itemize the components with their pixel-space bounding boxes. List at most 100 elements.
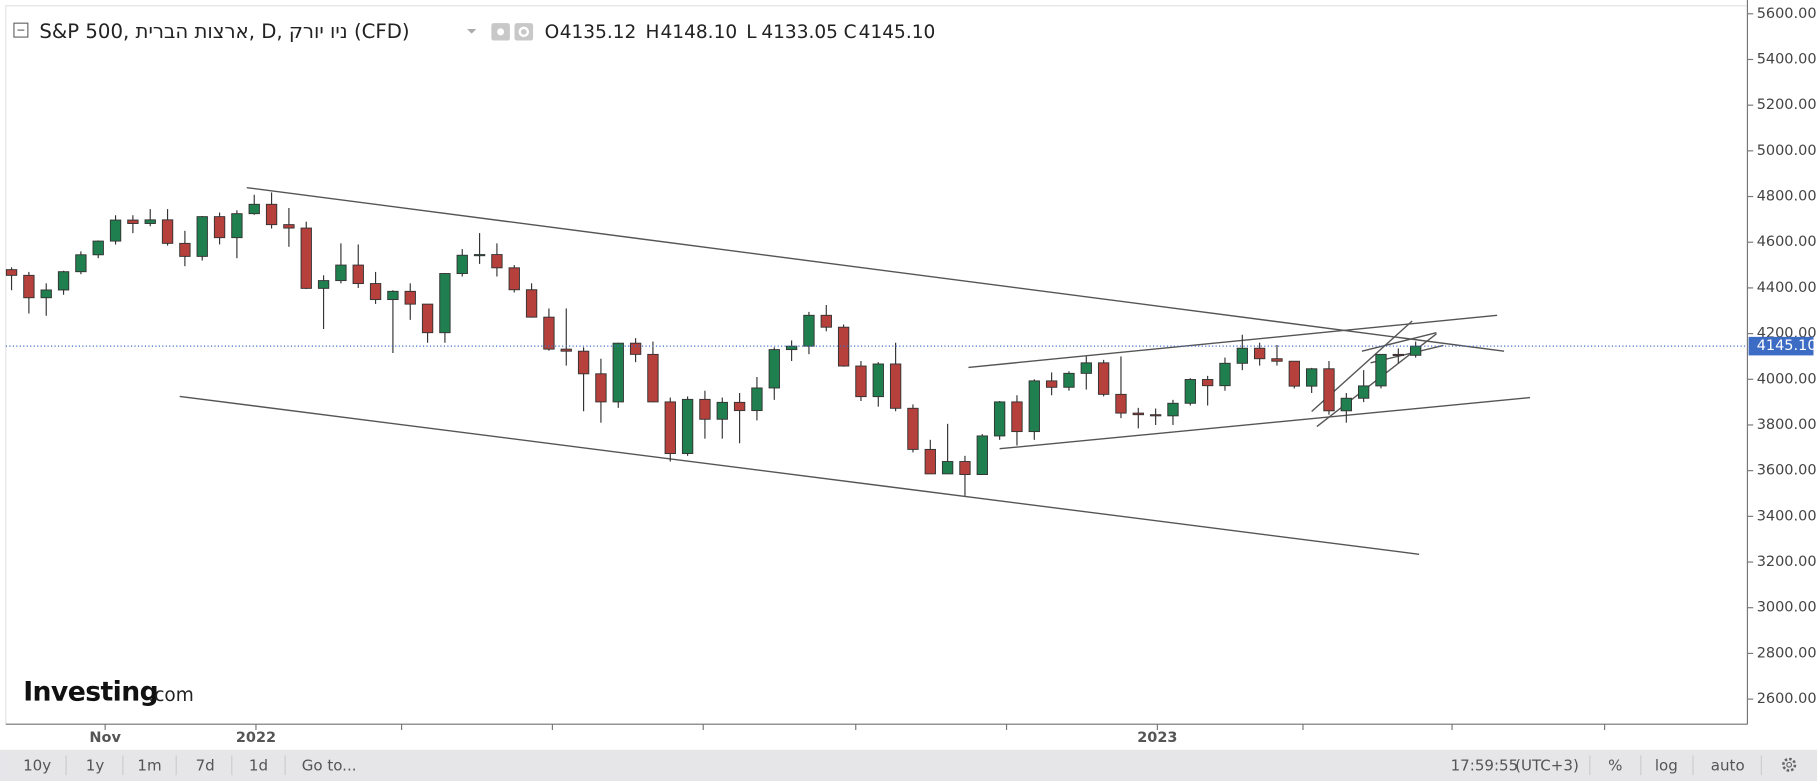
candle-body <box>1045 380 1058 388</box>
candle-body <box>681 398 694 454</box>
y-tick-label: 5400.00 <box>1757 51 1817 67</box>
candle-body <box>1063 372 1075 388</box>
y-tick-label: 3600.00 <box>1757 463 1817 479</box>
y-tick-label: 3200.00 <box>1757 554 1817 570</box>
ohlc-value: 4148.10 <box>661 22 738 43</box>
y-tick-label: 4800.00 <box>1757 189 1817 205</box>
candle-body <box>213 216 226 239</box>
range-button[interactable]: 7d <box>196 756 215 774</box>
candle-body <box>525 289 538 318</box>
candle-body <box>92 240 104 256</box>
x-tick-label: 2022 <box>236 730 276 746</box>
candle-body <box>40 289 52 299</box>
candle-body <box>1028 380 1040 433</box>
settings-icon[interactable] <box>514 23 534 41</box>
scale-button[interactable]: log <box>1655 756 1678 774</box>
y-tick-label: 5200.00 <box>1757 97 1817 113</box>
dropdown-caret[interactable] <box>467 28 477 34</box>
candle-body <box>404 290 416 305</box>
candle-body <box>768 349 780 389</box>
candle-body <box>629 342 642 355</box>
candle-body <box>699 398 711 420</box>
ohlc-key: O <box>545 22 560 43</box>
scale-button[interactable]: % <box>1608 756 1622 774</box>
candle-body <box>144 219 156 224</box>
ohlc-value: 4145.10 <box>859 22 936 43</box>
candle-body <box>1271 358 1283 362</box>
trendlines <box>179 186 1531 555</box>
candle-body <box>1080 362 1092 374</box>
overlay: 4145.10 <box>5 336 1817 356</box>
candle-body <box>57 271 70 291</box>
range-button[interactable]: Go to... <box>302 756 357 774</box>
y-tick-label: 2600.00 <box>1757 691 1817 707</box>
candle-body <box>820 314 832 328</box>
candle-body <box>1305 368 1318 387</box>
candle-body <box>976 435 988 476</box>
candle-body <box>421 303 434 334</box>
gear-teeth <box>1782 757 1797 772</box>
range-button[interactable]: 1m <box>137 756 161 774</box>
candle-body <box>456 254 468 274</box>
candle-body <box>1323 368 1335 412</box>
candle-body <box>751 387 763 412</box>
candle-body <box>664 401 676 454</box>
y-tick-label: 3000.00 <box>1757 600 1817 616</box>
candle-body <box>473 254 486 257</box>
candle-body <box>1375 353 1387 387</box>
candle-body <box>179 242 191 257</box>
candle-body <box>335 264 347 282</box>
candle-body <box>387 290 399 301</box>
candle-body <box>1097 362 1110 395</box>
range-button[interactable]: 10y <box>23 756 51 774</box>
y-tick-label: 2800.00 <box>1757 645 1817 661</box>
candle-body <box>231 213 243 239</box>
ohlc-key: C <box>844 22 857 43</box>
candle-body <box>1201 379 1214 387</box>
y-tick-label: 4400.00 <box>1757 280 1817 296</box>
candle-body <box>283 224 295 229</box>
candle-body <box>300 227 312 289</box>
trendline <box>999 396 1531 450</box>
candle-body <box>1253 347 1266 360</box>
candle-body <box>907 407 919 450</box>
range-button[interactable]: 1y <box>86 756 105 774</box>
last-price-box <box>1748 336 1814 356</box>
candle-body <box>109 219 122 242</box>
candle-body <box>855 365 867 398</box>
candle-body <box>491 254 503 269</box>
candle-body <box>161 219 174 244</box>
toolbar-items: 10y 1y 1m 7d 1d Go to... 17:59:55(UTC+3)% log au… <box>23 755 1762 776</box>
candle-body <box>1236 347 1248 364</box>
settings-icon-gear <box>518 26 530 38</box>
candle-body <box>248 203 260 215</box>
candle-body <box>1011 401 1023 433</box>
candle-body <box>1219 362 1231 387</box>
y-tick-label: 3400.00 <box>1757 508 1817 524</box>
settings-button[interactable] <box>1782 757 1797 772</box>
candle-body <box>508 267 520 291</box>
y-tick-label: 4000.00 <box>1757 371 1817 387</box>
candle-body <box>1392 353 1404 357</box>
trendline <box>246 186 1505 352</box>
candle-body <box>1132 412 1144 416</box>
ohlc-value: 4135.12 <box>560 22 637 43</box>
ohlc-key: H <box>645 22 659 43</box>
eye-icon-pupil <box>497 28 505 36</box>
collapse-icon[interactable] <box>13 22 29 38</box>
range-button[interactable]: 1d <box>249 756 268 774</box>
candle-body <box>612 342 624 403</box>
candle-body <box>716 401 728 420</box>
x-tick-label: 2023 <box>1137 730 1177 746</box>
candle-body <box>924 448 936 475</box>
scale-button[interactable]: auto <box>1711 756 1745 774</box>
clock: 17:59:55 <box>1451 756 1519 774</box>
last-price-label: 4145.10 <box>1757 338 1817 354</box>
candle-body <box>595 373 607 403</box>
candle-body <box>1167 402 1179 417</box>
toolbar <box>0 749 1817 781</box>
candles <box>5 192 1422 496</box>
candle-body <box>1149 414 1162 417</box>
